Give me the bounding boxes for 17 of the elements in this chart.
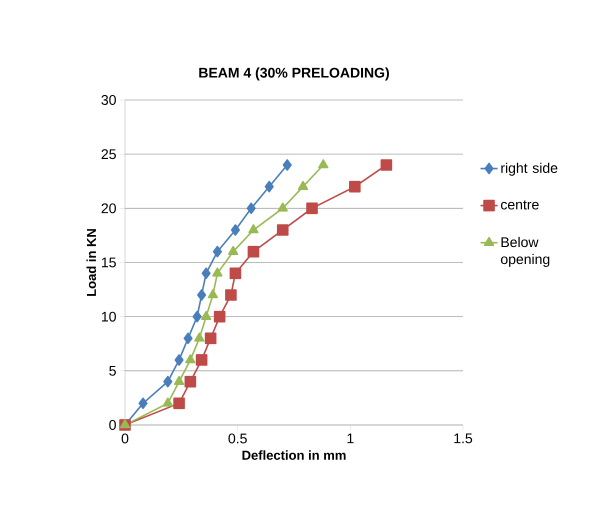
y-tick-label: 25 <box>102 149 116 160</box>
x-tick-label: 1.5 <box>454 434 472 444</box>
y-tick-label: 0 <box>109 420 116 430</box>
x-tick-label: 0.5 <box>228 434 247 444</box>
x-tick-label: 1 <box>348 434 354 444</box>
y-tick-label: 5 <box>109 366 116 376</box>
x-axis-title: Deflection in mm <box>242 450 346 460</box>
legend-label: centre <box>500 200 539 210</box>
y-axis-title: Load in KN <box>86 229 96 296</box>
x-tick-label: 0 <box>122 434 128 444</box>
y-tick-label: 20 <box>102 203 116 214</box>
y-tick-label: 10 <box>102 312 116 322</box>
legend-label: right side <box>501 162 558 176</box>
y-tick-label: 30 <box>101 95 116 105</box>
legend-label: Below opening <box>500 236 550 267</box>
chart-title: BEAM 4 (30% PRELOADING) <box>199 67 389 80</box>
y-tick-label: 15 <box>102 258 116 268</box>
